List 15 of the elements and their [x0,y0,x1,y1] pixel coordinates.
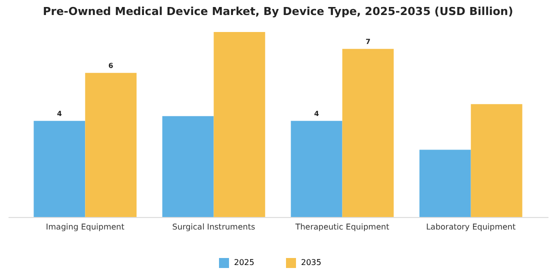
x-tick-label: Laboratory Equipment [426,222,516,232]
bar [214,32,266,217]
bar [162,116,214,217]
bar [470,104,522,217]
legend-label: 2025 [234,258,254,267]
bar [419,150,471,217]
x-tick-label: Therapeutic Equipment [294,222,390,232]
x-tick-label: Surgical Instruments [172,222,256,232]
legend-label: 2035 [301,258,322,267]
x-tick-label: Imaging Equipment [46,222,124,232]
chart-title: Pre-Owned Medical Device Market, By Device Type, 2025-2035 (USD Billion) [42,5,514,18]
bar [34,120,86,217]
bar [290,120,342,217]
bar [342,48,394,217]
bar [85,72,137,217]
